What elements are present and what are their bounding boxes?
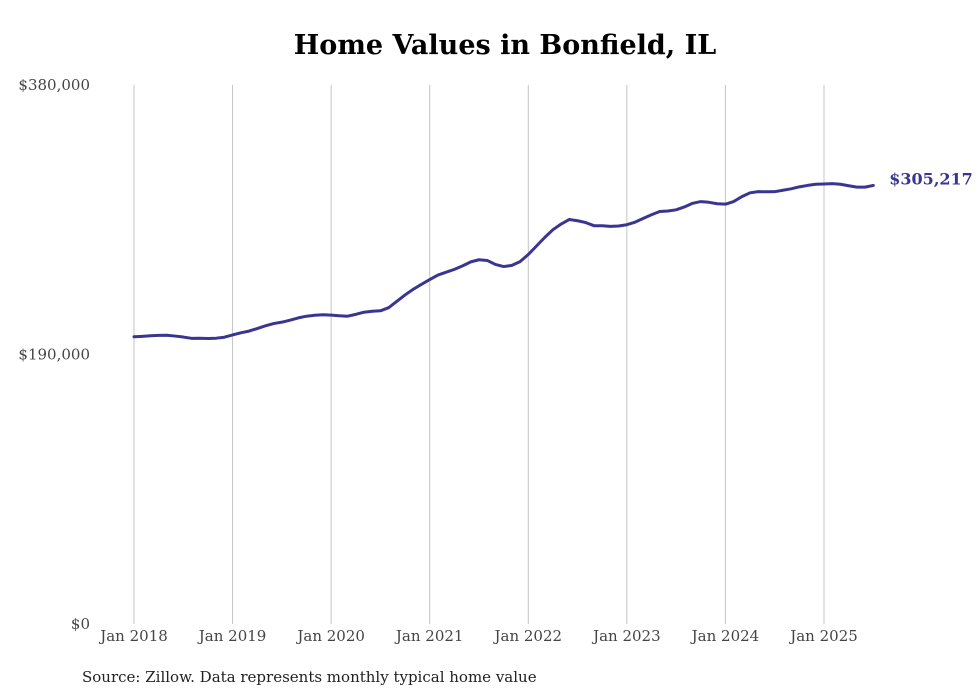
x-tick-label-5: Jan 2023 [591,627,661,645]
chart-title: Home Values in Bonfield, IL [293,30,717,61]
source-note: Source: Zillow. Data represents monthly … [82,668,537,686]
gridlines [133,85,825,624]
series-end-label-0: $305,217 [889,169,973,188]
x-tick-label-1: Jan 2019 [197,627,267,645]
x-tick-label-6: Jan 2024 [690,627,760,645]
x-axis-ticks: Jan 2018 Jan 2019 Jan 2020 Jan 2021 Jan 2022… [98,627,858,645]
series-line-0 [132,182,875,340]
x-tick-label-3: Jan 2021 [394,627,464,645]
y-tick-label-2: $380,000 [18,76,90,94]
x-tick-label-7: Jan 2025 [788,627,858,645]
y-tick-label-1: $190,000 [18,346,90,364]
y-tick-label-0: $0 [71,615,90,633]
series-layer: $305,217 [132,169,973,340]
y-axis-ticks: $0 $190,000 $380,000 [18,76,90,633]
x-tick-label-0: Jan 2018 [98,627,168,645]
x-tick-label-4: Jan 2022 [493,627,563,645]
x-tick-label-2: Jan 2020 [295,627,365,645]
